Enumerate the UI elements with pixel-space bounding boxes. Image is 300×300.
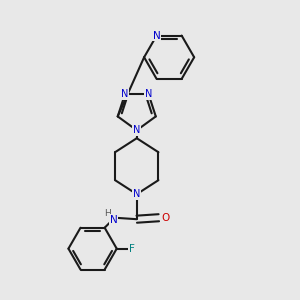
Text: N: N bbox=[110, 215, 118, 225]
Text: H: H bbox=[104, 209, 111, 218]
Text: N: N bbox=[145, 89, 152, 99]
Text: N: N bbox=[133, 125, 140, 135]
Text: N: N bbox=[121, 89, 129, 99]
Text: O: O bbox=[161, 213, 170, 223]
Text: F: F bbox=[128, 244, 134, 254]
Text: N: N bbox=[153, 31, 160, 40]
Text: N: N bbox=[133, 189, 140, 199]
